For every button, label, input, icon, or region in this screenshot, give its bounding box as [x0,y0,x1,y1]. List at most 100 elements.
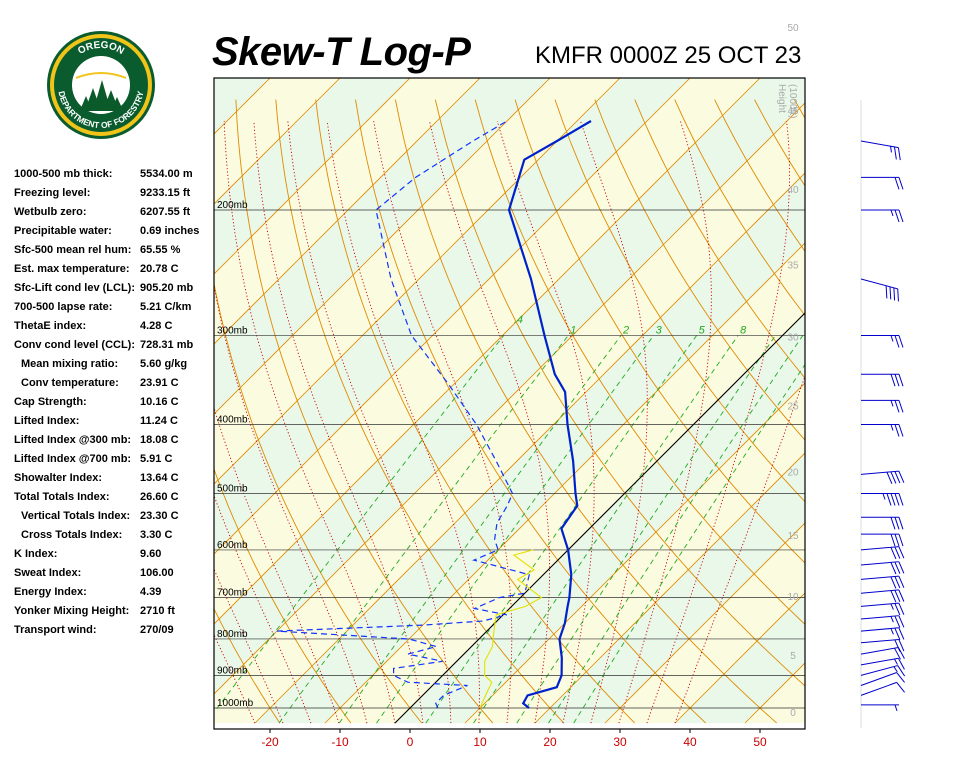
dry-adiabat [434,99,805,687]
wind-barb [860,602,905,616]
index-row: Conv cond level (CCL): 728.31 mb [14,339,214,358]
isotherm-line [815,0,960,723]
mixing-ratio-line [516,335,776,724]
temperature-trace [507,120,592,709]
wind-barb [861,399,904,413]
index-label: Conv cond level (CCL): [14,339,136,351]
index-row: 700-500 lapse rate: 5.21 C/km [14,301,214,320]
index-label: Sfc-Lift cond lev (LCL): [14,282,135,294]
station-time-label: KMFR 0000Z 25 OCT 23 [535,42,802,69]
height-tick-label: 15 [787,531,799,542]
index-label: Lifted Index: [14,415,80,427]
dry-adiabat [834,100,960,724]
index-label: Transport wind: [14,624,97,636]
chart-title: Skew-T Log-P [212,30,471,74]
isotherm-line [464,382,805,724]
oregon-forestry-logo: OREGON DEPARTMENT OF FORESTRY [47,31,155,139]
index-value: 10.16 C [140,396,179,408]
height-tick-label: 35 [787,260,799,271]
wind-barb [861,516,904,530]
index-row: Energy Index: 4.39 [14,586,214,605]
isotherm-line [534,452,805,724]
dry-adiabat [634,99,805,379]
index-row: Lifted Index: 11.24 C [14,415,214,434]
index-value: 5534.00 m [140,168,193,180]
stability-indices-panel: 1000-500 mb thick: 5534.00 m Freezing leve… [14,168,214,643]
wind-barb [860,546,905,560]
index-label: Yonker Mixing Height: [14,605,130,617]
wind-barb [861,424,904,437]
index-row: Yonker Mixing Height: 2710 ft [14,605,214,624]
index-value: 13.64 C [140,472,179,484]
logo-top-text: OREGON [76,40,126,57]
mixing-ratio-line [214,335,505,714]
index-row: Cap Strength: 10.16 C [14,396,214,415]
index-value: 6207.55 ft [140,206,191,218]
plot-frame [213,77,806,730]
index-value: 9.60 [140,548,162,560]
index-label: Precipitable water: [14,225,112,237]
isotherm-line [214,78,551,415]
wind-barb [860,672,905,686]
dry-adiabat [70,100,209,724]
height-tick-label: 45 [787,106,799,117]
index-row: Est. max temperature: 20.78 C [14,263,214,282]
index-value: 65.55 % [140,244,181,256]
isotherm-line [254,172,805,724]
mixing-ratio-line [278,335,569,724]
height-tick-label: 0 [790,708,796,719]
index-label: Mean mixing ratio: [21,358,119,370]
height-tick-label: 40 [787,185,799,196]
mixing-ratio-label: 5 [699,324,706,336]
index-label: Sweat Index: [14,567,82,579]
index-row: Freezing level: 9233.15 ft [14,187,214,206]
isotherm-line [604,522,805,724]
pressure-label: 200mb [217,200,248,211]
x-tick-label: 20 [543,735,557,749]
index-label: Total Totals Index: [14,491,110,503]
index-value: 26.60 C [140,491,179,503]
index-value: 5.60 g/kg [140,358,188,370]
wind-barb [860,681,905,696]
mixing-ratio-label: 8 [740,324,747,336]
wind-barb [861,209,904,223]
height-axis-label: (1000ft) [787,84,798,118]
index-value: 9233.15 ft [140,187,191,199]
x-tick-label: -10 [331,735,349,749]
index-value: 728.31 mb [140,339,194,351]
index-value: 23.30 C [140,510,179,522]
wind-barb [861,335,904,348]
height-tick-label: 5 [790,651,796,662]
dry-adiabat [355,99,707,724]
dry-adiabat [235,99,494,724]
mixing-ratio-line [376,335,654,724]
index-row: Lifted Index @700 mb: 5.91 C [14,453,214,472]
mixing-ratio-label: 2 [622,324,629,336]
index-label: Cap Strength: [14,396,87,408]
mixing-ratio-line [338,335,622,724]
height-tick-label: 25 [787,401,799,412]
isotherm-band [214,78,805,694]
wind-barb [861,373,904,387]
dry-adiabat [954,100,960,724]
index-label: Lifted Index @300 mb: [14,434,132,446]
x-tick-label: 0 [407,735,414,749]
pressure-label: 600mb [217,540,248,551]
isotherm-line [214,78,761,625]
index-value: 11.24 C [140,415,178,427]
index-value: 905.20 mb [140,282,194,294]
isotherm-band [815,0,960,723]
x-tick-label: -20 [261,735,279,749]
index-label: Cross Totals Index: [21,529,123,541]
pressure-label: 400mb [217,414,248,425]
height-tick-label: 10 [787,592,799,603]
index-label: Energy Index: [14,586,87,598]
index-label: 1000-500 mb thick: [14,168,113,180]
index-value: 5.91 C [140,453,173,465]
isotherm-line [214,102,805,695]
wind-barb [861,176,904,190]
isotherm-line [214,78,691,555]
x-tick-label: 30 [613,735,627,749]
x-tick-label: 40 [683,735,697,749]
